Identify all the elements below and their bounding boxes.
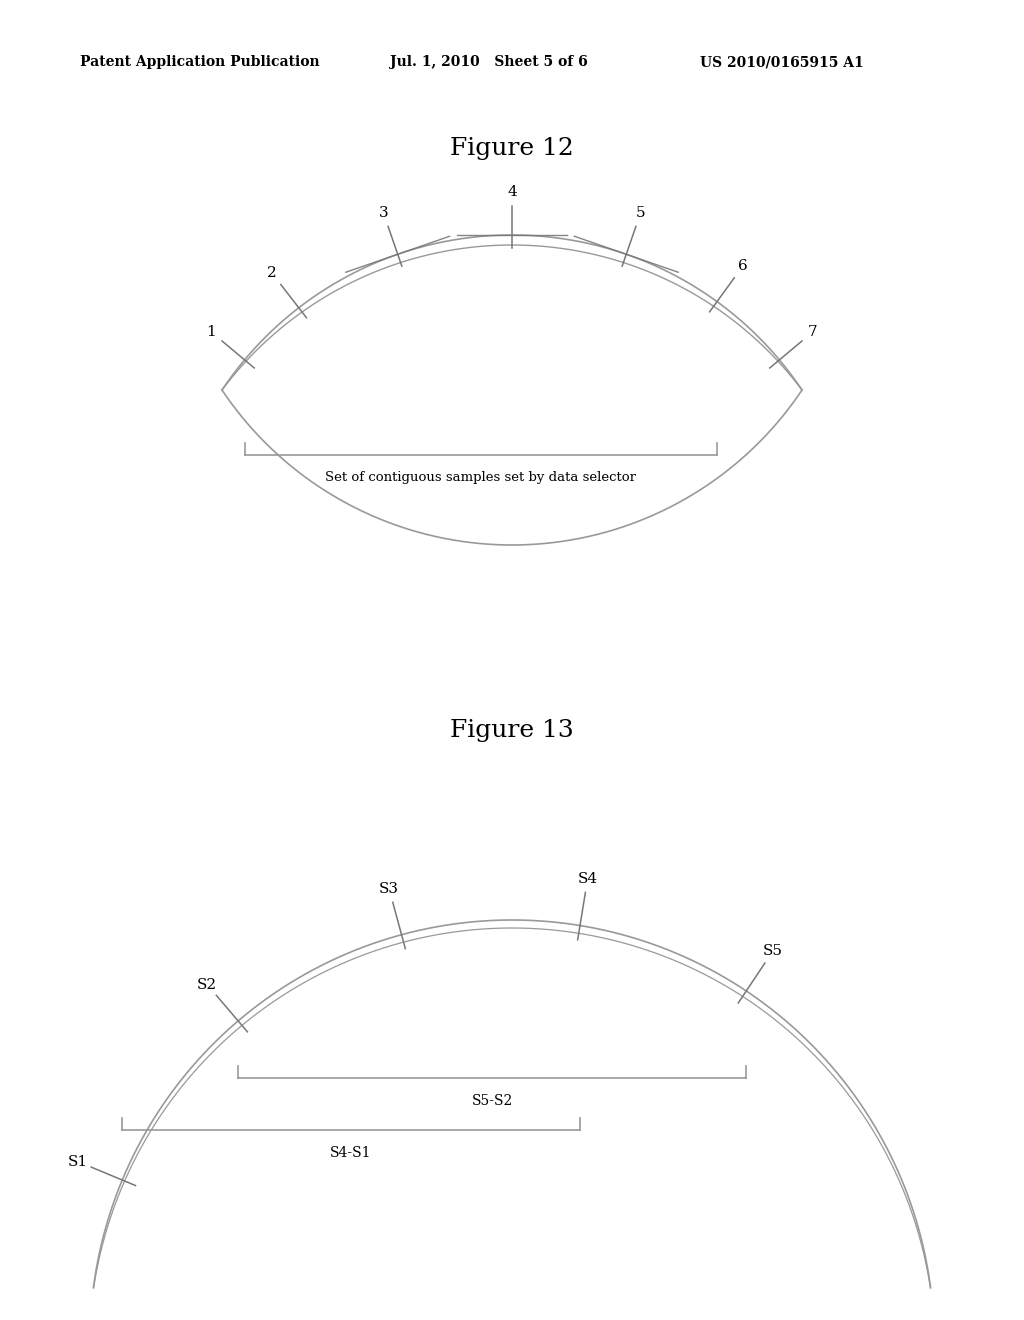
Text: 4: 4 [507, 185, 517, 198]
Text: 3: 3 [379, 206, 388, 220]
Text: Figure 12: Figure 12 [451, 136, 573, 160]
Text: S2: S2 [198, 978, 217, 991]
Text: 2: 2 [267, 267, 278, 280]
Text: Figure 13: Figure 13 [451, 718, 573, 742]
Text: 7: 7 [808, 325, 817, 339]
Text: S4: S4 [578, 871, 598, 886]
Text: US 2010/0165915 A1: US 2010/0165915 A1 [700, 55, 864, 69]
Text: S5: S5 [763, 944, 782, 958]
Text: S4-S1: S4-S1 [331, 1146, 372, 1160]
Text: 6: 6 [737, 260, 748, 273]
Text: Jul. 1, 2010   Sheet 5 of 6: Jul. 1, 2010 Sheet 5 of 6 [390, 55, 588, 69]
Text: Set of contiguous samples set by data selector: Set of contiguous samples set by data se… [326, 471, 636, 484]
Text: S5-S2: S5-S2 [472, 1094, 513, 1107]
Text: S3: S3 [379, 882, 399, 896]
Text: 1: 1 [207, 325, 216, 339]
Text: Patent Application Publication: Patent Application Publication [80, 55, 319, 69]
Text: 5: 5 [636, 206, 645, 220]
Text: S1: S1 [69, 1155, 88, 1168]
